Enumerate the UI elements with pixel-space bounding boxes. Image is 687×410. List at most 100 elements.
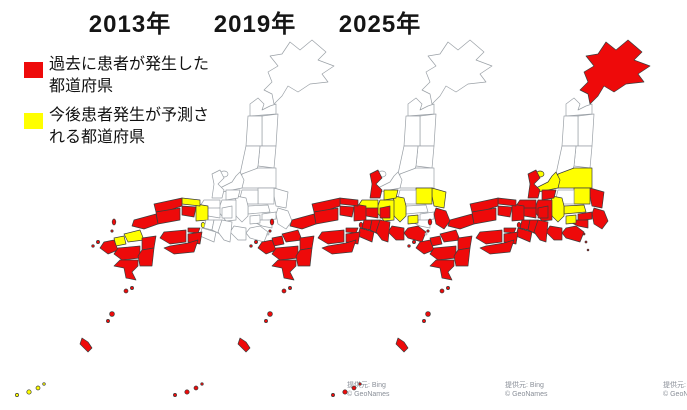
- prefecture-tokyo: [577, 211, 593, 222]
- island-sakishima-1: [358, 382, 362, 386]
- island-izu-3: [586, 248, 590, 252]
- prefecture-miyazaki: [137, 247, 155, 267]
- island-izu-1: [424, 232, 428, 236]
- prefecture-ishikawa: [527, 169, 541, 199]
- prefecture-shiga: [221, 205, 233, 219]
- prefecture-yamaguchi: [131, 213, 159, 230]
- island-goto-2: [407, 244, 411, 248]
- island-goto-2: [249, 244, 253, 248]
- prefecture-chiba: [275, 207, 293, 230]
- prefecture-okayama: [497, 205, 513, 218]
- island-goto-1: [412, 240, 416, 244]
- map-title-2025: 2025年: [338, 11, 422, 38]
- prefecture-tottori: [497, 197, 517, 207]
- island-yakushima: [281, 288, 287, 294]
- legend-label-past-line1: 過去に患者が発生した: [49, 56, 210, 73]
- prefecture-chiba: [433, 207, 451, 230]
- legend-label-predicted-line2: れる都道府県: [49, 129, 146, 146]
- island-tanegashima: [130, 286, 134, 290]
- island-yakushima: [439, 288, 445, 294]
- prefecture-akita: [561, 115, 579, 147]
- prefecture-fukuoka: [123, 229, 145, 243]
- island-izu-1: [266, 232, 270, 236]
- island-sakishima-2: [351, 385, 357, 391]
- prefecture-kagoshima: [113, 259, 139, 281]
- attribution-copyright: © GeoNames: [505, 391, 548, 398]
- prefecture-tokushima: [345, 231, 361, 245]
- japan-map-2025: [331, 39, 651, 397]
- prefecture-shiga: [537, 205, 549, 219]
- island-tanegashima: [288, 286, 292, 290]
- island-okinawa-main: [237, 337, 251, 353]
- island-sakishima-3: [184, 389, 190, 395]
- prefecture-yamaguchi: [289, 213, 317, 230]
- prefecture-miyagi: [573, 145, 593, 169]
- prefecture-yamanashi: [565, 214, 577, 225]
- legend: 過去に患者が発生した 都道府県 今後患者発生が予測さ れる都道府県: [24, 54, 259, 156]
- prefecture-shimane: [469, 197, 499, 213]
- prefecture-ehime: [159, 229, 187, 245]
- prefecture-ishikawa: [369, 169, 383, 199]
- island-sakishima-1: [42, 382, 46, 386]
- legend-row-predicted: 今後患者発生が予測さ れる都道府県: [24, 105, 259, 149]
- attribution-provider: 提供元: Bing: [347, 382, 386, 389]
- japan-map-2013: [15, 39, 335, 397]
- legend-swatch-predicted-yellow: [24, 113, 43, 129]
- island-amami-2: [106, 319, 110, 323]
- island-tanegashima: [446, 286, 450, 290]
- prefecture-mie: [375, 219, 391, 243]
- attribution-provider: 提供元: Bing: [505, 382, 544, 389]
- prefecture-iwate: [577, 113, 595, 147]
- island-amami-1: [425, 311, 431, 317]
- island-goto-1: [254, 240, 258, 244]
- prefecture-shizuoka: [561, 225, 585, 243]
- legend-label-predicted-line1: 今後患者発生が予測さ: [49, 107, 210, 124]
- legend-label-past-line2: 都道府県: [49, 78, 114, 95]
- prefecture-kochi: [163, 239, 199, 255]
- island-sakishima-3: [342, 389, 348, 395]
- japan-geometry-template: [331, 39, 651, 397]
- prefecture-okayama: [181, 205, 197, 218]
- map-title-2019: 2019年: [213, 11, 297, 38]
- island-tsushima: [427, 218, 433, 226]
- prefecture-yamaguchi: [447, 213, 475, 230]
- prefecture-aichi: [545, 225, 563, 241]
- prefecture-ibaraki: [589, 187, 605, 209]
- prefecture-ehime: [317, 229, 345, 245]
- island-amami-1: [267, 311, 273, 317]
- island-okinawa-main: [395, 337, 409, 353]
- island-sakishima-4: [173, 393, 177, 397]
- prefecture-shimane: [311, 197, 341, 213]
- prefecture-kagoshima: [429, 259, 455, 281]
- island-sakishima-4: [15, 393, 19, 397]
- attribution-copyright: © GeoNames: [347, 391, 390, 398]
- prefecture-hyogo: [511, 203, 525, 222]
- island-iki: [268, 229, 272, 233]
- island-sakishima-3: [26, 389, 32, 395]
- map-title-2013: 2013年: [88, 11, 172, 38]
- prefecture-hokkaido: [263, 39, 335, 105]
- island-sakishima-2: [35, 385, 41, 391]
- japan-map-2019: [173, 39, 493, 397]
- prefecture-nagasaki: [99, 239, 119, 255]
- prefecture-miyazaki: [295, 247, 313, 267]
- island-amami-2: [422, 319, 426, 323]
- island-okinawa-main: [79, 337, 93, 353]
- prefecture-toyama: [541, 189, 557, 201]
- prefecture-okayama: [339, 205, 355, 218]
- map-attribution-3: 提供元: Bing © GeoNames: [663, 381, 687, 399]
- island-sakishima-1: [200, 382, 204, 386]
- prefecture-mie: [217, 219, 233, 243]
- prefecture-shiga: [379, 205, 391, 219]
- island-goto-1: [96, 240, 100, 244]
- prefecture-toyama: [225, 189, 241, 201]
- island-izu-1: [582, 232, 586, 236]
- prefecture-nagasaki: [415, 239, 435, 255]
- island-tsushima: [269, 218, 275, 226]
- island-amami-2: [264, 319, 268, 323]
- island-sakishima-2: [193, 385, 199, 391]
- prefecture-kochi: [321, 239, 357, 255]
- prefecture-tokushima: [187, 231, 203, 245]
- island-goto-2: [91, 244, 95, 248]
